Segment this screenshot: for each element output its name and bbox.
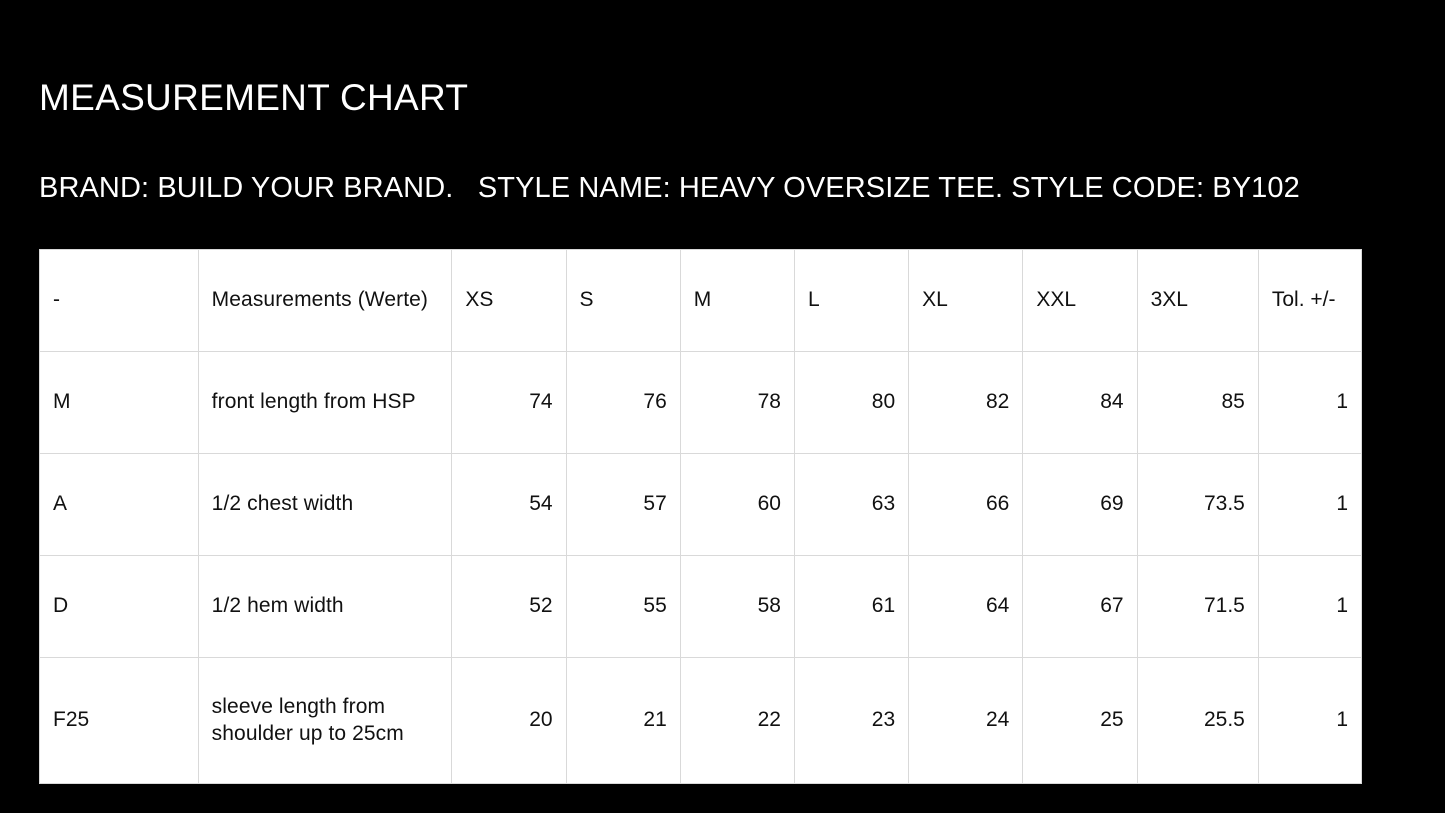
row-value-3xl: 71.5 [1136, 555, 1259, 658]
row-value-l: 63 [793, 453, 910, 556]
row-value-s: 21 [565, 657, 681, 784]
header-size-3xl: 3XL [1136, 249, 1259, 352]
row-value-tolerance: 1 [1257, 657, 1363, 784]
row-value-l: 23 [793, 657, 910, 784]
row-value-xl: 64 [908, 555, 1024, 658]
table-row: A 1/2 chest width 54 57 60 63 66 69 73.5… [39, 453, 1363, 556]
row-code: M [39, 351, 199, 454]
row-measurement: front length from HSP [197, 351, 453, 454]
row-value-m: 58 [679, 555, 795, 658]
header-tolerance: Tol. +/- [1257, 249, 1363, 352]
row-value-xxl: 69 [1022, 453, 1138, 556]
row-value-l: 61 [793, 555, 910, 658]
header-code-cell: - [39, 249, 199, 352]
row-value-xl: 66 [908, 453, 1024, 556]
row-value-3xl: 85 [1136, 351, 1259, 454]
page-title: MEASUREMENT CHART [39, 77, 469, 118]
row-value-s: 76 [565, 351, 681, 454]
row-value-tolerance: 1 [1257, 351, 1363, 454]
header-size-l: L [793, 249, 910, 352]
row-value-m: 78 [679, 351, 795, 454]
row-value-xs: 52 [451, 555, 567, 658]
row-value-s: 57 [565, 453, 681, 556]
row-value-xl: 82 [908, 351, 1024, 454]
row-value-xxl: 25 [1022, 657, 1138, 784]
header-size-m: M [679, 249, 795, 352]
header-size-xs: XS [451, 249, 567, 352]
row-value-tolerance: 1 [1257, 453, 1363, 556]
row-value-xs: 54 [451, 453, 567, 556]
row-measurement: 1/2 chest width [197, 453, 453, 556]
row-value-xs: 20 [451, 657, 567, 784]
row-value-tolerance: 1 [1257, 555, 1363, 658]
row-value-xl: 24 [908, 657, 1024, 784]
table-header-row: - Measurements (Werte) XS S M L XL XXL 3… [39, 249, 1363, 352]
row-value-l: 80 [793, 351, 910, 454]
row-value-m: 22 [679, 657, 795, 784]
brand-style-subtitle: BRAND: BUILD YOUR BRAND. STYLE NAME: HEA… [39, 172, 1300, 204]
row-value-xs: 74 [451, 351, 567, 454]
row-value-3xl: 25.5 [1136, 657, 1259, 784]
row-value-xxl: 67 [1022, 555, 1138, 658]
row-code: D [39, 555, 199, 658]
row-value-3xl: 73.5 [1136, 453, 1259, 556]
row-measurement: 1/2 hem width [197, 555, 453, 658]
header-measurements-cell: Measurements (Werte) [197, 249, 453, 352]
header-size-s: S [565, 249, 681, 352]
table-row: M front length from HSP 74 76 78 80 82 8… [39, 351, 1363, 454]
measurement-table-container: - Measurements (Werte) XS S M L XL XXL 3… [39, 249, 1363, 784]
row-code: F25 [39, 657, 199, 784]
measurement-table: - Measurements (Werte) XS S M L XL XXL 3… [39, 249, 1363, 784]
header-size-xl: XL [908, 249, 1024, 352]
row-value-xxl: 84 [1022, 351, 1138, 454]
row-value-m: 60 [679, 453, 795, 556]
row-measurement: sleeve length from shoulder up to 25cm [197, 657, 453, 784]
table-row: D 1/2 hem width 52 55 58 61 64 67 71.5 1 [39, 555, 1363, 658]
row-value-s: 55 [565, 555, 681, 658]
header-size-xxl: XXL [1022, 249, 1138, 352]
row-code: A [39, 453, 199, 556]
table-row: F25 sleeve length from shoulder up to 25… [39, 657, 1363, 784]
